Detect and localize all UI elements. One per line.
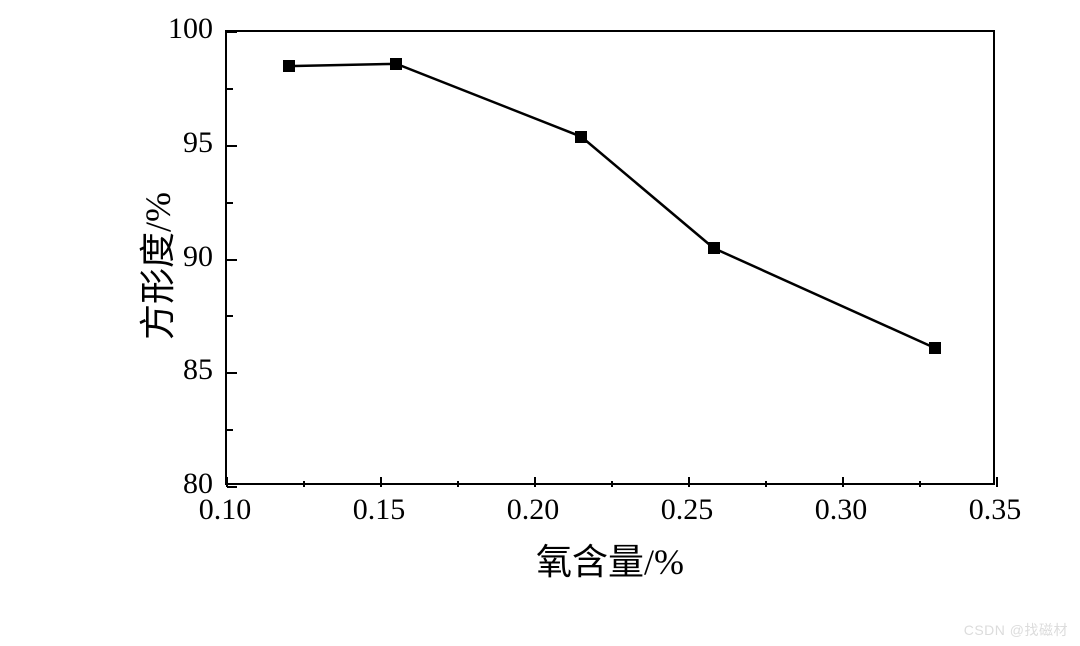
x-minor-tick <box>919 481 921 487</box>
x-tick <box>996 477 998 487</box>
x-minor-tick <box>611 481 613 487</box>
data-marker <box>575 131 587 143</box>
x-tick-label: 0.15 <box>353 493 406 527</box>
y-tick <box>227 31 237 33</box>
x-tick-label: 0.30 <box>815 493 868 527</box>
x-tick-label: 0.20 <box>507 493 560 527</box>
x-minor-tick <box>457 481 459 487</box>
y-minor-tick <box>227 88 233 90</box>
series-line <box>227 32 997 487</box>
y-tick-label: 95 <box>153 126 213 160</box>
x-tick <box>380 477 382 487</box>
x-tick-label: 0.25 <box>661 493 714 527</box>
x-tick-label: 0.10 <box>199 493 252 527</box>
data-marker <box>283 60 295 72</box>
y-tick <box>227 486 237 488</box>
x-axis-label: 氧含量/% <box>520 533 700 585</box>
data-marker <box>390 58 402 70</box>
y-minor-tick <box>227 202 233 204</box>
y-minor-tick <box>227 429 233 431</box>
y-tick <box>227 145 237 147</box>
x-minor-tick <box>765 481 767 487</box>
y-minor-tick <box>227 315 233 317</box>
x-tick <box>688 477 690 487</box>
chart-container: 方形度/% 氧含量/% 808590951000.100.150.200.250… <box>50 10 1030 600</box>
y-tick <box>227 259 237 261</box>
y-tick <box>227 372 237 374</box>
watermark: CSDN @找磁材 <box>964 620 1068 640</box>
plot-area <box>225 30 995 485</box>
y-tick-label: 90 <box>153 240 213 274</box>
x-minor-tick <box>303 481 305 487</box>
y-tick-label: 100 <box>153 12 213 46</box>
data-line <box>289 64 936 348</box>
x-tick <box>842 477 844 487</box>
x-tick <box>226 477 228 487</box>
x-tick-label: 0.35 <box>969 493 1022 527</box>
y-tick-label: 85 <box>153 353 213 387</box>
data-marker <box>929 342 941 354</box>
x-tick <box>534 477 536 487</box>
data-marker <box>708 242 720 254</box>
